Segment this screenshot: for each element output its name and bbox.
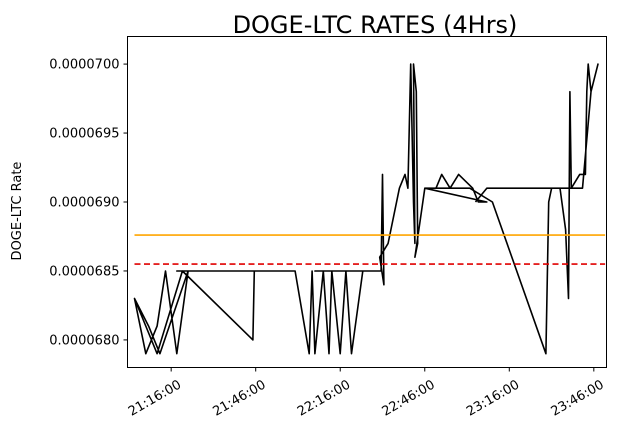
plot-area bbox=[133, 63, 606, 355]
series-line-1 bbox=[133, 63, 599, 355]
y-tick-label: 0.0000680 bbox=[49, 333, 119, 348]
y-tick-label: 0.0000690 bbox=[49, 196, 119, 211]
y-tick-label: 0.0000685 bbox=[49, 265, 119, 280]
y-axis-label: DOGE-LTC Rate bbox=[10, 162, 25, 261]
y-tick-label: 0.0000695 bbox=[49, 127, 119, 142]
chart-title: DOGE-LTC RATES (4Hrs) bbox=[233, 11, 518, 39]
axes: 21:16:00 21:46:00 22:16:00 22:46:00 23:16:00… bbox=[49, 58, 607, 420]
x-tick-label: 23:46:00 bbox=[549, 377, 607, 419]
y-tick-label: 0.0000700 bbox=[49, 58, 119, 73]
plot-frame bbox=[127, 36, 607, 368]
x-tick-label: 21:16:00 bbox=[126, 377, 184, 419]
x-tick-label: 23:16:00 bbox=[464, 377, 522, 419]
x-tick-label: 21:46:00 bbox=[211, 377, 269, 419]
x-tick-label: 22:16:00 bbox=[295, 377, 353, 419]
x-tick-label: 22:46:00 bbox=[380, 377, 438, 419]
